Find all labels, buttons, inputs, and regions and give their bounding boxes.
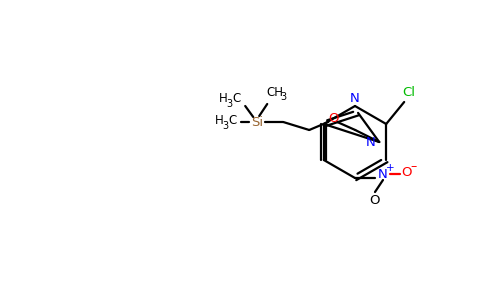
- Text: CH: CH: [266, 85, 283, 98]
- Text: 3: 3: [226, 99, 232, 109]
- Text: N: N: [350, 92, 360, 106]
- Text: O: O: [402, 166, 412, 178]
- Text: H: H: [219, 92, 228, 104]
- Text: N: N: [365, 136, 375, 148]
- Text: –: –: [411, 160, 417, 173]
- Text: Cl: Cl: [403, 85, 416, 98]
- Text: O: O: [328, 112, 338, 125]
- Text: +: +: [386, 163, 394, 173]
- Text: H: H: [215, 113, 224, 127]
- Text: C: C: [228, 113, 237, 127]
- Text: N: N: [378, 167, 388, 181]
- Text: C: C: [232, 92, 241, 104]
- Text: O: O: [370, 194, 380, 206]
- Text: 3: 3: [280, 92, 287, 102]
- Text: Si: Si: [251, 116, 263, 128]
- Text: 3: 3: [222, 121, 228, 131]
